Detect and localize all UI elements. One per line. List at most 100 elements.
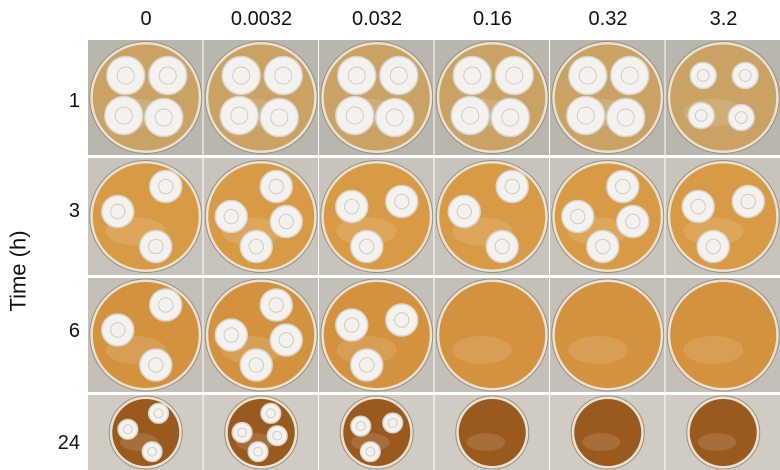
petri-dish	[665, 395, 780, 470]
fungal-colony	[104, 95, 144, 136]
fungal-colony	[214, 318, 248, 352]
petri-dish	[550, 40, 665, 155]
petri-dish	[665, 278, 780, 392]
petri-dish	[203, 158, 318, 275]
fungal-colony	[568, 55, 608, 96]
row-label: 24	[57, 432, 80, 454]
fungal-colony	[561, 199, 595, 234]
fungal-colony	[689, 61, 717, 90]
fungal-colony	[447, 194, 481, 229]
column-label: 0.16	[473, 8, 512, 30]
petri-dish	[434, 40, 549, 155]
fungal-colony	[231, 421, 253, 444]
fungal-colony	[117, 418, 139, 440]
fungal-colony	[141, 441, 163, 463]
fungal-colony	[337, 55, 377, 96]
fungal-colony	[259, 97, 299, 138]
fungal-colony	[149, 288, 183, 322]
fungal-colony	[375, 97, 415, 138]
fungal-colony	[385, 303, 419, 337]
fungal-colony	[490, 97, 530, 138]
petri-dish	[88, 395, 203, 470]
fungal-colony	[247, 441, 269, 463]
petri-dish	[88, 278, 203, 392]
fungal-colony	[485, 229, 519, 264]
fungal-colony	[610, 55, 650, 96]
petri-dish	[434, 278, 549, 392]
petri-dish	[434, 395, 549, 470]
fungal-colony	[696, 229, 730, 264]
fungal-colony	[495, 169, 529, 204]
fungal-colony	[350, 415, 372, 437]
fungal-colony	[494, 55, 534, 96]
fungal-colony	[147, 402, 170, 424]
fungal-colony	[149, 169, 183, 204]
fungal-colony	[350, 229, 384, 264]
petri-dish	[203, 278, 318, 392]
column-label: 0.032	[351, 8, 403, 30]
fungal-colony	[681, 189, 715, 224]
petri-dish	[319, 40, 434, 155]
fungal-colony	[144, 97, 184, 138]
fungal-colony	[221, 55, 261, 96]
fungal-colony	[385, 184, 419, 219]
column-label: 0	[140, 8, 152, 30]
petri-dish	[550, 278, 665, 392]
petri-dish	[203, 395, 318, 470]
fungal-colony	[606, 169, 640, 204]
fungal-colony	[616, 204, 650, 239]
petri-dish	[665, 158, 780, 275]
fungal-colony	[382, 412, 404, 434]
petri-dish	[665, 40, 780, 155]
fungal-colony	[687, 101, 715, 130]
fungal-colony	[239, 348, 273, 382]
fungal-colony	[101, 194, 135, 229]
petri-dish	[319, 278, 434, 392]
fungal-colony	[239, 229, 273, 264]
petri-dish	[88, 158, 203, 275]
fungal-colony	[335, 95, 375, 136]
fungal-colony	[359, 441, 381, 463]
petri-dish	[550, 158, 665, 275]
fungal-colony	[727, 103, 755, 132]
fungal-colony	[214, 199, 248, 234]
row-label: 6	[68, 320, 80, 342]
fungal-colony	[263, 55, 303, 96]
fungal-colony	[259, 288, 293, 322]
petri-dish-grid	[88, 40, 780, 470]
petri-dish	[550, 395, 665, 470]
fungal-colony	[335, 189, 369, 224]
fungal-colony	[269, 323, 303, 357]
petri-dish	[319, 158, 434, 275]
fungal-colony	[269, 204, 303, 239]
column-label: 0.0032	[230, 8, 293, 30]
petri-dish	[434, 158, 549, 275]
fungal-colony	[586, 229, 620, 264]
petri-dish	[319, 395, 434, 470]
fungal-colony	[148, 55, 188, 96]
row-label: 3	[68, 200, 80, 222]
fungal-colony	[219, 95, 259, 136]
row-label: 1	[68, 90, 80, 112]
petri-dish	[88, 40, 203, 155]
fungal-colony	[139, 348, 173, 382]
fungal-colony	[335, 308, 369, 342]
fungal-colony	[259, 169, 293, 204]
fungal-colony	[606, 97, 646, 138]
fungal-colony	[350, 348, 384, 382]
fungal-colony	[260, 402, 282, 424]
petri-dish	[203, 40, 318, 155]
fungal-colony	[450, 95, 490, 136]
fungal-colony	[566, 95, 606, 136]
column-label: 3.2	[709, 8, 738, 30]
column-label: 0.32	[588, 8, 628, 30]
fungal-colony	[452, 55, 492, 96]
fungal-colony	[139, 229, 173, 264]
fungal-colony	[266, 425, 288, 447]
fungal-colony	[379, 55, 419, 96]
fungal-colony	[101, 313, 135, 347]
fungal-colony	[106, 55, 146, 96]
y-axis-label: Time (h)	[5, 230, 31, 312]
fungal-colony	[731, 61, 759, 90]
fungal-colony	[731, 184, 765, 219]
